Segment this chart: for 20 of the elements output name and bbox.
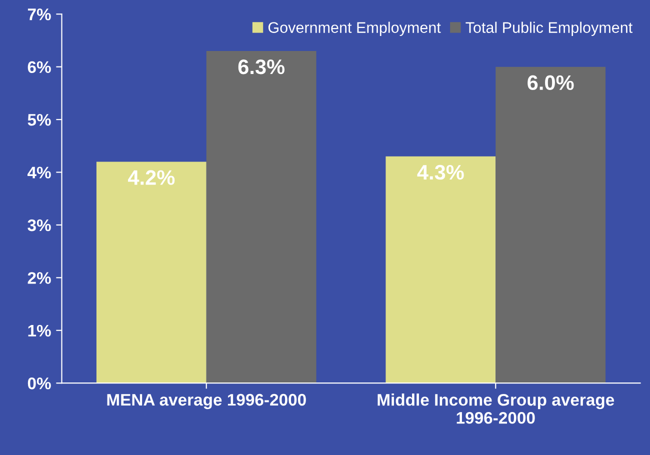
x-tick-label: Middle Income Group average 1996-2000 (378, 394, 614, 424)
y-tick-label: 0% (28, 378, 51, 390)
y-tick-label: 7% (28, 8, 51, 20)
data-label: 6.3% (238, 59, 285, 74)
y-tick-label: 5% (28, 114, 51, 126)
y-tick-label: 2% (28, 272, 51, 284)
data-label: 4.2% (128, 170, 175, 185)
y-tick-label: 6% (28, 61, 51, 74)
y-tick-label: 1% (28, 324, 51, 337)
y-tick-label: 4% (27, 166, 51, 178)
legend-label: Total Public Employment (466, 22, 633, 36)
bar (496, 66, 606, 384)
legend-label: Government Employment (268, 22, 441, 36)
x-tick-label: MENA average 1996-2000 (107, 394, 306, 410)
bar (386, 156, 496, 384)
bar (96, 162, 206, 384)
data-label: 6.0% (528, 75, 574, 90)
data-label: 4.3% (417, 164, 464, 180)
y-tick-label: 3% (28, 219, 51, 232)
bar (206, 51, 316, 384)
